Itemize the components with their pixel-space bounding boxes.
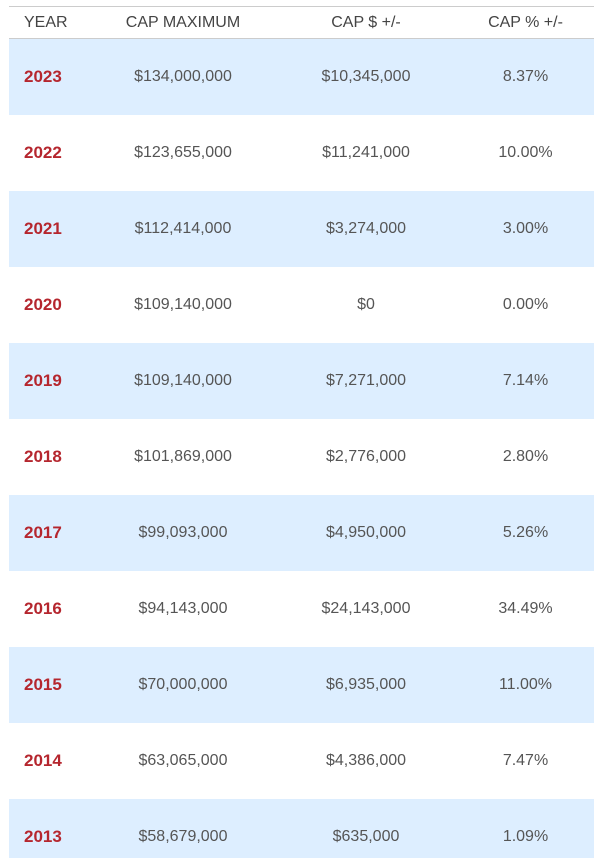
year-cell: 2019 xyxy=(24,371,62,390)
value-cell: $7,271,000 xyxy=(325,372,407,389)
value-cell: 34.49% xyxy=(498,600,553,617)
year-cell: 2015 xyxy=(24,675,62,694)
value-cell: 11.00% xyxy=(498,676,553,693)
table-row: 2018 $101,869,000 $2,776,000 2.80% xyxy=(9,419,594,495)
header-cell: CAP % +/- xyxy=(488,13,563,31)
table-row: 2013 $58,679,000 $635,000 1.09% xyxy=(9,799,594,858)
value-cell: $0 xyxy=(357,296,375,313)
value-cell: $101,869,000 xyxy=(134,448,232,465)
table-row: 2014 $63,065,000 $4,386,000 7.47% xyxy=(9,723,594,799)
value-cell: $2,776,000 xyxy=(325,448,407,465)
year-cell: 2014 xyxy=(24,751,62,770)
value-cell: $109,140,000 xyxy=(134,372,232,389)
year-cell: 2013 xyxy=(24,827,62,846)
value-cell: 7.14% xyxy=(502,372,549,389)
year-cell: 2020 xyxy=(24,295,62,314)
table-header: YEAR CAP MAXIMUM CAP $ +/- CAP % +/- xyxy=(9,6,594,39)
value-cell: 3.00% xyxy=(502,220,549,237)
value-cell: $10,345,000 xyxy=(321,68,411,85)
value-cell: $123,655,000 xyxy=(134,144,232,161)
value-cell: 2.80% xyxy=(502,448,549,465)
value-cell: $112,414,000 xyxy=(134,220,232,237)
year-cell: 2021 xyxy=(24,219,62,238)
year-cell: 2022 xyxy=(24,143,62,162)
value-cell: 1.09% xyxy=(502,828,549,845)
header-cell: CAP MAXIMUM xyxy=(125,13,241,31)
header-cell: CAP $ +/- xyxy=(331,13,401,31)
year-cell: 2018 xyxy=(24,447,62,466)
year-cell: 2017 xyxy=(24,523,62,542)
table-row: 2015 $70,000,000 $6,935,000 11.00% xyxy=(9,647,594,723)
value-cell: $11,241,000 xyxy=(322,144,410,161)
value-cell: $109,140,000 xyxy=(134,296,232,313)
value-cell: 5.26% xyxy=(502,524,549,541)
value-cell: $94,143,000 xyxy=(138,600,228,617)
table-row: 2017 $99,093,000 $4,950,000 5.26% xyxy=(9,495,594,571)
year-cell: 2016 xyxy=(24,599,62,618)
value-cell: 10.00% xyxy=(498,144,553,161)
value-cell: $99,093,000 xyxy=(138,524,228,541)
table-row: 2016 $94,143,000 $24,143,000 34.49% xyxy=(9,571,594,647)
value-cell: 0.00% xyxy=(502,296,549,313)
cap-table: YEAR CAP MAXIMUM CAP $ +/- CAP % +/- 2023 $13… xyxy=(9,6,594,858)
value-cell: $70,000,000 xyxy=(138,676,228,693)
value-cell: $24,143,000 xyxy=(321,600,411,617)
value-cell: $134,000,000 xyxy=(134,68,232,85)
value-cell: 8.37% xyxy=(502,68,549,85)
value-cell: $4,950,000 xyxy=(325,524,407,541)
header-cell: YEAR xyxy=(24,13,68,31)
table-row: 2019 $109,140,000 $7,271,000 7.14% xyxy=(9,343,594,419)
value-cell: $58,679,000 xyxy=(138,828,228,845)
value-cell: $6,935,000 xyxy=(325,676,407,693)
value-cell: 7.47% xyxy=(502,752,549,769)
table-row: 2021 $112,414,000 $3,274,000 3.00% xyxy=(9,191,594,267)
value-cell: $3,274,000 xyxy=(325,220,407,237)
table-row: 2020 $109,140,000 $0 0.00% xyxy=(9,267,594,343)
value-cell: $635,000 xyxy=(332,828,400,845)
value-cell: $4,386,000 xyxy=(325,752,407,769)
table-row: 2022 $123,655,000 $11,241,000 10.00% xyxy=(9,115,594,191)
table-row: 2023 $134,000,000 $10,345,000 8.37% xyxy=(9,39,594,115)
year-cell: 2023 xyxy=(24,67,62,86)
value-cell: $63,065,000 xyxy=(138,752,228,769)
